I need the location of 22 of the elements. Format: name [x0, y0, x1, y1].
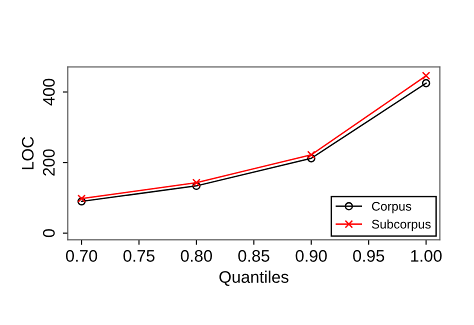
- point: [422, 79, 430, 88]
- y-tick-label: 0: [42, 229, 55, 238]
- y-tick-label: 200: [42, 149, 55, 176]
- y-tick-label: 400: [42, 78, 55, 106]
- point: [192, 182, 201, 190]
- legend-label: Corpus: [372, 202, 412, 214]
- y-axis-title: LOC: [22, 136, 34, 170]
- point: [307, 150, 316, 159]
- x-tick-label: 0.75: [123, 250, 155, 262]
- x-tick-label: 0.95: [353, 250, 384, 262]
- x-tick-label: 0.70: [66, 250, 98, 262]
- x-tick-label: 0.90: [296, 250, 327, 262]
- point: [192, 178, 201, 187]
- x-tick-label: 0.85: [238, 250, 270, 262]
- x-tick-label: 0.80: [180, 250, 212, 262]
- x-axis-title: Quantiles: [219, 270, 288, 286]
- point: [77, 194, 86, 203]
- x-tick-label: 1.00: [411, 250, 442, 262]
- legend-label: Subcorpus: [372, 219, 431, 232]
- point: [307, 154, 316, 163]
- point: [77, 197, 86, 206]
- point: [422, 72, 430, 80]
